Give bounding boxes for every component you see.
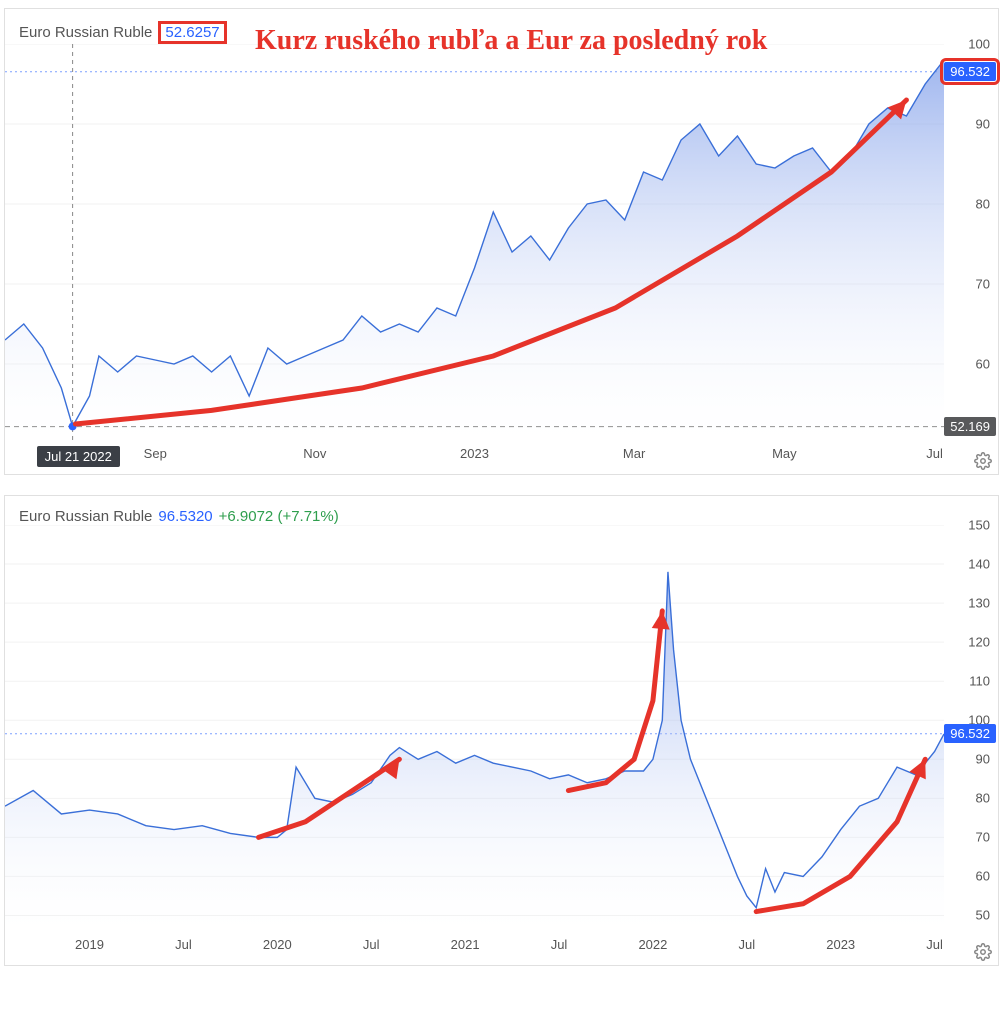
- y-tick-label: 120: [968, 635, 990, 650]
- x-tick-label: May: [772, 446, 797, 461]
- current-price-flag: 96.532: [944, 724, 996, 743]
- x-axis-1: Sep Nov 2023 Mar May Jul: [5, 446, 944, 468]
- x-axis-2: 2019 Jul 2020 Jul 2021 Jul 2022 Jul 2023 Jul: [5, 937, 944, 959]
- gear-icon[interactable]: [974, 452, 992, 470]
- x-tick-label: Jul: [551, 937, 568, 952]
- y-tick-label: 90: [976, 752, 990, 767]
- gear-icon[interactable]: [974, 943, 992, 961]
- x-tick-label: Jul: [926, 937, 943, 952]
- y-tick-label: 60: [976, 357, 990, 372]
- plot-area-2[interactable]: 506070809010011012013014015096.532 2019J…: [5, 525, 998, 965]
- x-tick-label: 2023: [460, 446, 489, 461]
- y-tick-label: 110: [969, 674, 990, 689]
- chart2-header: Euro Russian Ruble 96.5320 +6.9072 (+7.7…: [5, 496, 998, 525]
- header-change: +6.9072 (+7.71%): [219, 508, 339, 525]
- y-tick-label: 70: [976, 277, 990, 292]
- y-tick-label: 80: [976, 791, 990, 806]
- x-tick-label: 2019: [75, 937, 104, 952]
- x-tick-label: Mar: [623, 446, 645, 461]
- y-axis-2: 506070809010011012013014015096.532: [944, 525, 998, 935]
- x-tick-label: 2020: [263, 937, 292, 952]
- x-tick-label: Jul: [926, 446, 943, 461]
- x-tick-label: Sep: [144, 446, 167, 461]
- x-tick-label: Nov: [303, 446, 326, 461]
- current-price-flag: 96.532: [944, 62, 996, 81]
- x-tick-label: 2022: [638, 937, 667, 952]
- y-tick-label: 80: [976, 197, 990, 212]
- pair-name: Euro Russian Ruble: [19, 24, 152, 41]
- chart-panel-1yr: Euro Russian Ruble 52.6257 Kurz ruského …: [4, 8, 999, 475]
- header-price-highlighted: 52.6257: [158, 21, 226, 44]
- cursor-date-tooltip: Jul 21 2022: [37, 446, 120, 467]
- y-tick-label: 70: [976, 830, 990, 845]
- y-tick-label: 50: [976, 908, 990, 923]
- y-tick-label: 140: [968, 557, 990, 572]
- chart-panel-5yr: Euro Russian Ruble 96.5320 +6.9072 (+7.7…: [4, 495, 999, 966]
- chart2-svg: [5, 525, 998, 965]
- y-tick-label: 60: [976, 869, 990, 884]
- plot-area-1[interactable]: 6070809010096.53252.169 SepNov2023MarMay…: [5, 44, 998, 474]
- pair-name: Euro Russian Ruble: [19, 508, 152, 525]
- overlay-title: Kurz ruského rubľa a Eur za posledný rok: [255, 25, 767, 57]
- x-tick-label: 2021: [451, 937, 480, 952]
- x-tick-label: Jul: [175, 937, 192, 952]
- y-tick-label: 130: [968, 596, 990, 611]
- header-price: 96.5320: [158, 508, 212, 525]
- baseline-price-flag: 52.169: [944, 417, 996, 436]
- x-tick-label: 2023: [826, 937, 855, 952]
- y-axis-1: 6070809010096.53252.169: [944, 44, 998, 444]
- x-tick-label: Jul: [363, 937, 380, 952]
- x-tick-label: Jul: [738, 937, 755, 952]
- chart1-svg: [5, 44, 998, 474]
- y-tick-label: 90: [976, 117, 990, 132]
